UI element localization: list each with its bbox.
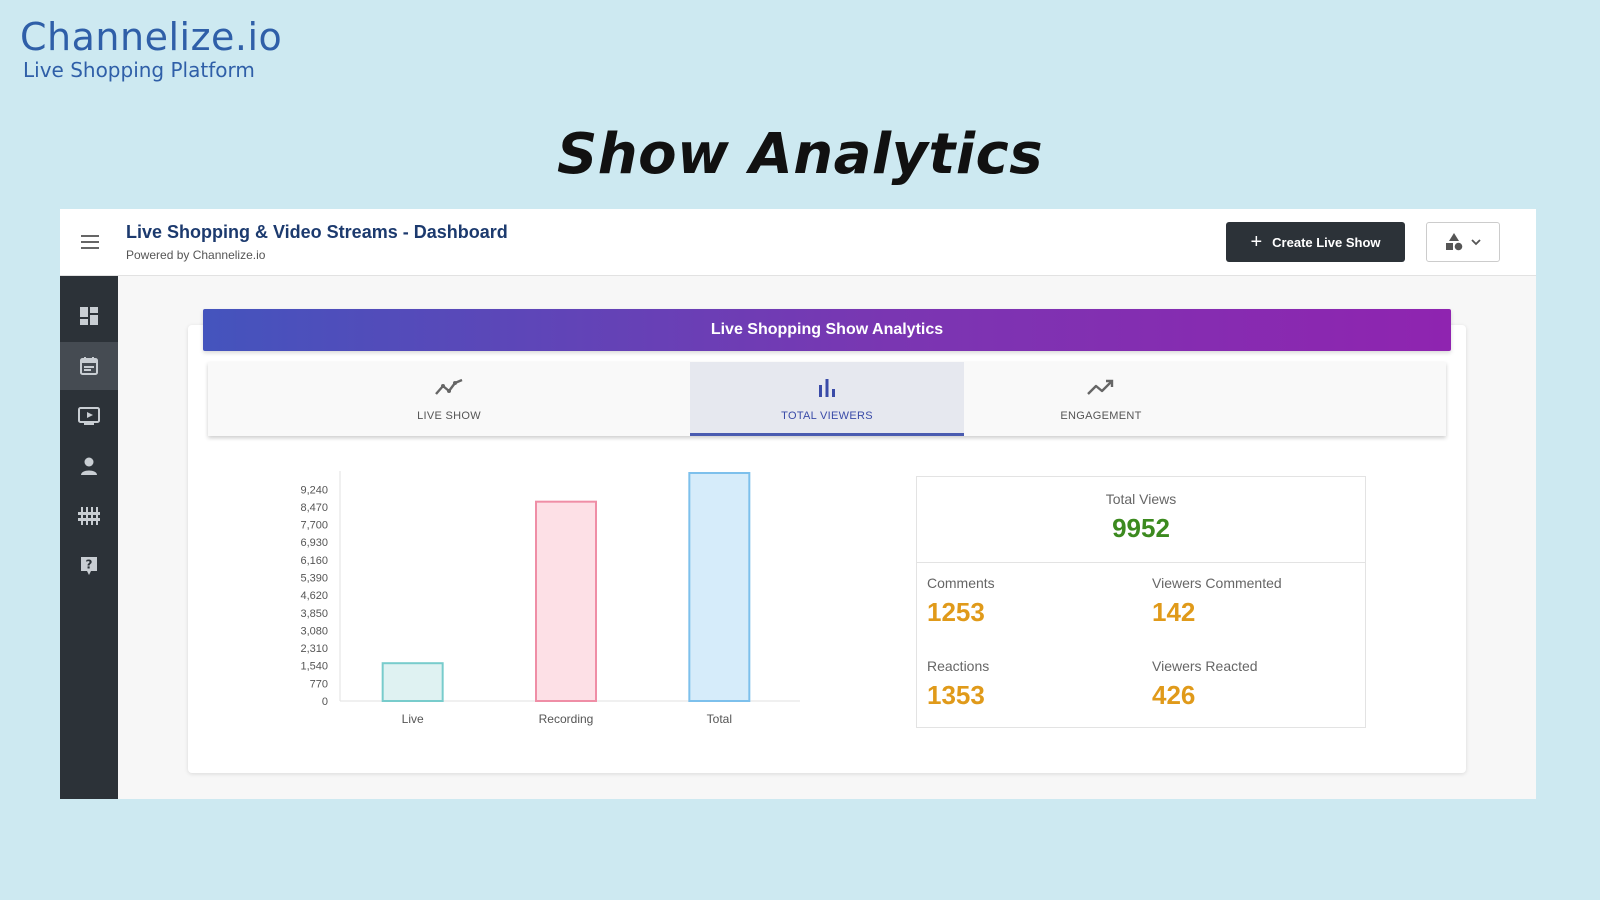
create-live-show-button[interactable]: + Create Live Show	[1226, 222, 1405, 262]
account-menu-button[interactable]	[1426, 222, 1500, 262]
y-tick-label: 9,240	[300, 484, 328, 496]
user-icon	[81, 457, 97, 475]
app-subtitle: Powered by Channelize.io	[126, 248, 266, 262]
y-tick-label: 7,700	[300, 520, 328, 532]
page-headline: Show Analytics	[556, 122, 1044, 187]
top-bar: Live Shopping & Video Streams - Dashboar…	[60, 209, 1536, 276]
sidebar-item-settings[interactable]	[60, 492, 118, 540]
stat-value: 1353	[927, 680, 985, 710]
y-tick-label: 770	[310, 678, 328, 690]
sidebar-item-users[interactable]	[60, 442, 118, 490]
tab-label: ENGAGEMENT	[1060, 410, 1142, 422]
x-tick-label: Recording	[539, 712, 594, 726]
dashboard-window: Live Shopping & Video Streams - Dashboar…	[60, 209, 1536, 799]
tab-label: LIVE SHOW	[417, 410, 481, 422]
total-viewers-bar-chart: 0 770 1,540 2,310 3,080 3,850 4,620 5,390 6,160 6…	[300, 471, 800, 726]
stat-label: Reactions	[927, 658, 990, 674]
sliders-icon	[78, 507, 100, 525]
brand-name: Channelize.io	[20, 15, 283, 59]
tab-live-show[interactable]: LIVE SHOW	[208, 362, 690, 436]
stats-panel: Total Views 9952 Comments 1253 Viewers C…	[916, 476, 1366, 728]
y-tick-label: 3,850	[300, 608, 328, 620]
stat-total-views: Total Views 9952	[917, 477, 1365, 563]
stat-label: Total Views	[1105, 491, 1177, 507]
stat-label: Viewers Reacted	[1152, 658, 1258, 674]
trending-up-icon	[1087, 379, 1114, 395]
svg-text:?: ?	[86, 558, 93, 572]
brand-tagline: Live Shopping Platform	[23, 58, 255, 82]
y-tick-label: 6,160	[300, 555, 328, 567]
y-tick-label: 2,310	[300, 643, 328, 655]
bar-live	[381, 662, 444, 702]
line-chart-icon	[435, 378, 463, 395]
shapes-icon	[1446, 233, 1463, 251]
y-tick-label: 0	[322, 696, 328, 708]
menu-icon[interactable]	[81, 235, 99, 249]
stat-viewers-reacted: Viewers Reacted 426	[1152, 658, 1372, 711]
tab-label: TOTAL VIEWERS	[781, 410, 873, 422]
x-tick-label: Total	[707, 712, 732, 726]
stat-value: 142	[1152, 597, 1196, 627]
create-live-show-label: Create Live Show	[1272, 234, 1381, 250]
help-icon: ?	[81, 557, 97, 575]
stat-reactions: Reactions 1353	[927, 658, 1147, 711]
stat-label: Viewers Commented	[1152, 575, 1282, 591]
analytics-banner: Live Shopping Show Analytics	[203, 309, 1451, 351]
x-tick-label: Live	[402, 712, 424, 726]
y-tick-label: 1,540	[300, 661, 328, 673]
chevron-down-icon	[1471, 239, 1481, 246]
stat-label: Comments	[927, 575, 995, 591]
sidebar-item-dashboard[interactable]	[60, 292, 118, 340]
stat-value: 9952	[1112, 513, 1170, 543]
sidebar-item-help[interactable]: ?	[60, 542, 118, 590]
bar-chart-icon	[819, 379, 835, 397]
bar-total	[688, 472, 751, 702]
y-tick-label: 4,620	[300, 590, 328, 602]
bar-recording	[535, 500, 597, 703]
stat-value: 1253	[927, 597, 985, 627]
tab-total-viewers[interactable]: TOTAL VIEWERS	[690, 362, 964, 436]
y-tick-label: 8,470	[300, 502, 328, 514]
y-tick-label: 3,080	[300, 625, 328, 637]
stat-value: 426	[1152, 680, 1196, 710]
stat-comments: Comments 1253	[927, 575, 1147, 628]
dashboard-icon	[80, 307, 98, 325]
sidebar-item-videos[interactable]	[60, 392, 118, 440]
calendar-icon	[80, 357, 98, 375]
sidebar-item-calendar[interactable]	[60, 342, 118, 390]
tab-engagement[interactable]: ENGAGEMENT	[964, 362, 1238, 436]
plus-icon: +	[1250, 231, 1263, 253]
stat-viewers-commented: Viewers Commented 142	[1152, 575, 1372, 628]
analytics-banner-title: Live Shopping Show Analytics	[710, 321, 944, 338]
y-tick-label: 6,930	[300, 537, 328, 549]
app-title: Live Shopping & Video Streams - Dashboar…	[126, 222, 508, 242]
sidebar: ?	[60, 276, 118, 799]
video-icon	[78, 407, 100, 425]
analytics-tabs: LIVE SHOW TOTAL VIEWERS ENGAGEMENT	[208, 362, 1446, 436]
y-tick-label: 5,390	[300, 573, 328, 585]
brand-logo: Channelize.io Live Shopping Platform	[20, 18, 282, 82]
